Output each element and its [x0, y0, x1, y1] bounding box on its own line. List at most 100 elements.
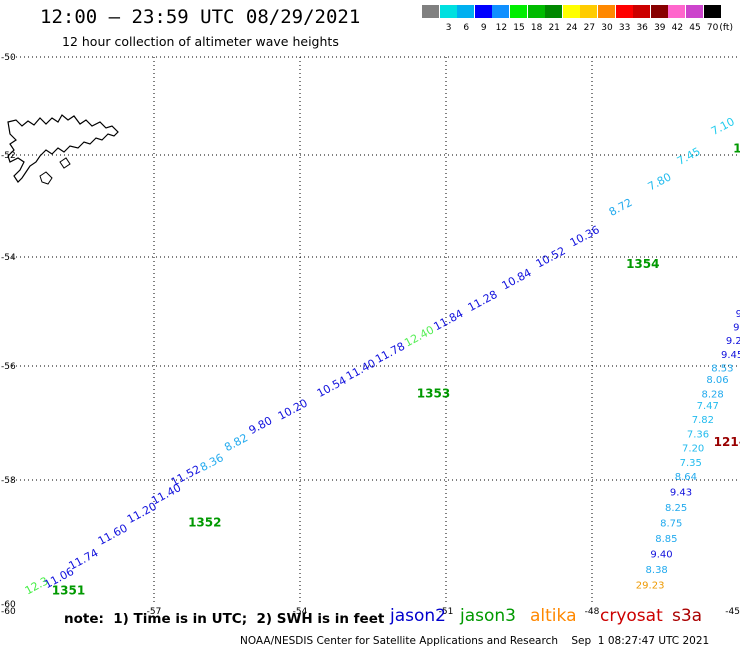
swh-label-jason2: 8.36 — [198, 451, 226, 474]
grid — [8, 56, 738, 604]
page-subtitle: 12 hour collection of altimeter wave hei… — [62, 34, 339, 49]
swh-label-s3a: 7.20 — [682, 444, 704, 455]
legend-swatch — [545, 5, 563, 18]
swh-label-s3a: 8.25 — [665, 503, 687, 514]
swh-label-jason2: 11.52 — [169, 463, 203, 489]
swh-label-s3a: 8.85 — [655, 534, 677, 545]
legend-swatch — [615, 5, 633, 18]
swh-label-s3a: 29.23 — [636, 581, 665, 592]
legend-swatch — [422, 5, 439, 18]
y-tick-label: -58 — [1, 476, 16, 486]
legend-label: 6 — [463, 23, 470, 33]
swh-label-s3a: 8.28 — [702, 389, 724, 400]
swh-label-jason2: 8.82 — [222, 431, 250, 454]
swh-label-jason2: 11.60 — [96, 521, 130, 547]
footer-note: note: 1) Time is in UTC; 2) SWH is in fe… — [64, 611, 385, 627]
swh-label-jason2: 11.84 — [432, 307, 466, 333]
legend-swatch — [633, 5, 651, 18]
x-tick-label: -54 — [293, 607, 308, 617]
swh-label-jason3: 1355 — [733, 142, 740, 156]
swh-label-jason2: 11.28 — [466, 288, 500, 314]
swh-label-s3a: 8.53 — [711, 364, 733, 375]
swh-label-jason2: 7.45 — [675, 145, 703, 168]
x-tick-label: -51 — [439, 607, 454, 617]
swh-label-jason2: 8.72 — [607, 196, 635, 219]
legend-label: 21 — [548, 23, 560, 33]
swh-label-s3a: 9.40 — [650, 550, 672, 561]
y-tick-label: -50 — [1, 53, 16, 63]
swh-label-jason2: 10.84 — [500, 266, 534, 292]
swh-label-s3a: 8.75 — [660, 519, 682, 530]
swh-label-s3a: 8.38 — [646, 565, 668, 576]
legend-label: 3 — [445, 23, 452, 33]
legend-label: 45 — [689, 23, 701, 33]
legend-label: 30 — [601, 23, 613, 33]
swh-label-s3a: 7.82 — [692, 415, 714, 426]
landmass — [7, 114, 119, 185]
legend-swatch — [439, 5, 457, 18]
swh-label-jason2: 7.10 — [709, 115, 737, 138]
axis-labels: -57 -54 -51 -48 -45 -60 -50 -52 -54 -56 -58 -60 — [1, 53, 740, 617]
legend-label: 24 — [566, 23, 578, 33]
swh-label-s3a: 9. — [733, 323, 740, 334]
swh-label-jason2: 10.54 — [315, 374, 349, 400]
legend-swatch — [580, 5, 598, 18]
swh-label-jason3: 1353 — [417, 386, 450, 400]
legend-label: 15 — [513, 23, 525, 33]
legend-swatch — [703, 5, 721, 18]
footer-credit: NOAA/NESDIS Center for Satellite Applica… — [240, 635, 710, 647]
swh-label-jason2: 10.52 — [534, 244, 568, 270]
satellite-label-altika: altika — [530, 606, 577, 626]
legend-label: 9 — [480, 23, 487, 33]
swh-label-jason3: 1352 — [188, 516, 221, 530]
swh-label-s3a: 8.06 — [706, 375, 728, 386]
legend-swatch — [562, 5, 580, 18]
satellite-label-s3a: s3a — [672, 606, 703, 626]
x-tick-label: -60 — [1, 607, 16, 617]
legend-label: 70 — [706, 23, 719, 33]
swh-label-s3a: 8.64 — [675, 472, 697, 483]
swh-label-s3a: 9 — [736, 309, 740, 320]
x-tick-label: -48 — [585, 607, 600, 617]
island-coastline-3 — [59, 157, 71, 169]
swh-label-jason3: 1351 — [52, 584, 85, 598]
y-tick-label: -54 — [1, 253, 16, 263]
legend-unit: (ft) — [719, 23, 733, 33]
legend-swatch — [527, 5, 545, 18]
falkland-islands-coastline — [7, 114, 119, 183]
y-tick-label: -56 — [1, 362, 16, 372]
satellite-label-jason2: jason2 — [390, 606, 446, 626]
legend-label: 42 — [671, 23, 684, 33]
swh-label-s3a: 9.43 — [670, 488, 692, 499]
x-tick-label: -45 — [725, 607, 740, 617]
legend-swatch — [510, 5, 527, 18]
altimeter-tracks: 12.311.0611.7411.6011.2011.4011.528.368.… — [23, 115, 740, 598]
legend-swatch — [492, 5, 510, 18]
y-tick-label: -52 — [1, 151, 16, 161]
swh-label-s3a: 9.2 — [726, 336, 740, 347]
swh-label-s3a: 7.36 — [687, 429, 709, 440]
island-coastline-2 — [39, 171, 53, 185]
swh-label-s3a: 9.45 — [721, 350, 740, 361]
satellite-label-jason3: jason3 — [460, 606, 516, 626]
legend-label: 33 — [618, 23, 631, 33]
x-tick-label: -57 — [147, 607, 162, 617]
satellite-label-cryosat: cryosat — [600, 606, 663, 626]
swh-label-jason2: 11.74 — [67, 546, 101, 572]
swh-label-jason2: 12.40 — [402, 323, 436, 349]
swh-label-jason3: 1354 — [626, 257, 659, 271]
legend-swatch — [668, 5, 686, 18]
page-title: 12:00 — 23:59 UTC 08/29/2021 — [40, 6, 361, 28]
legend-label: 27 — [583, 23, 596, 33]
legend-label: 12 — [495, 23, 508, 33]
legend-label: 39 — [654, 23, 666, 33]
swh-label-jason2: 10.36 — [568, 223, 602, 249]
legend-swatch — [457, 5, 475, 18]
legend-label: 36 — [636, 23, 648, 33]
legend-swatch — [598, 5, 615, 18]
legend-swatch — [686, 5, 703, 18]
swh-label-jason2: 11.78 — [373, 340, 407, 366]
swh-label-jason2: 10.20 — [276, 397, 310, 423]
swh-label-jason2: 7.80 — [646, 170, 674, 193]
